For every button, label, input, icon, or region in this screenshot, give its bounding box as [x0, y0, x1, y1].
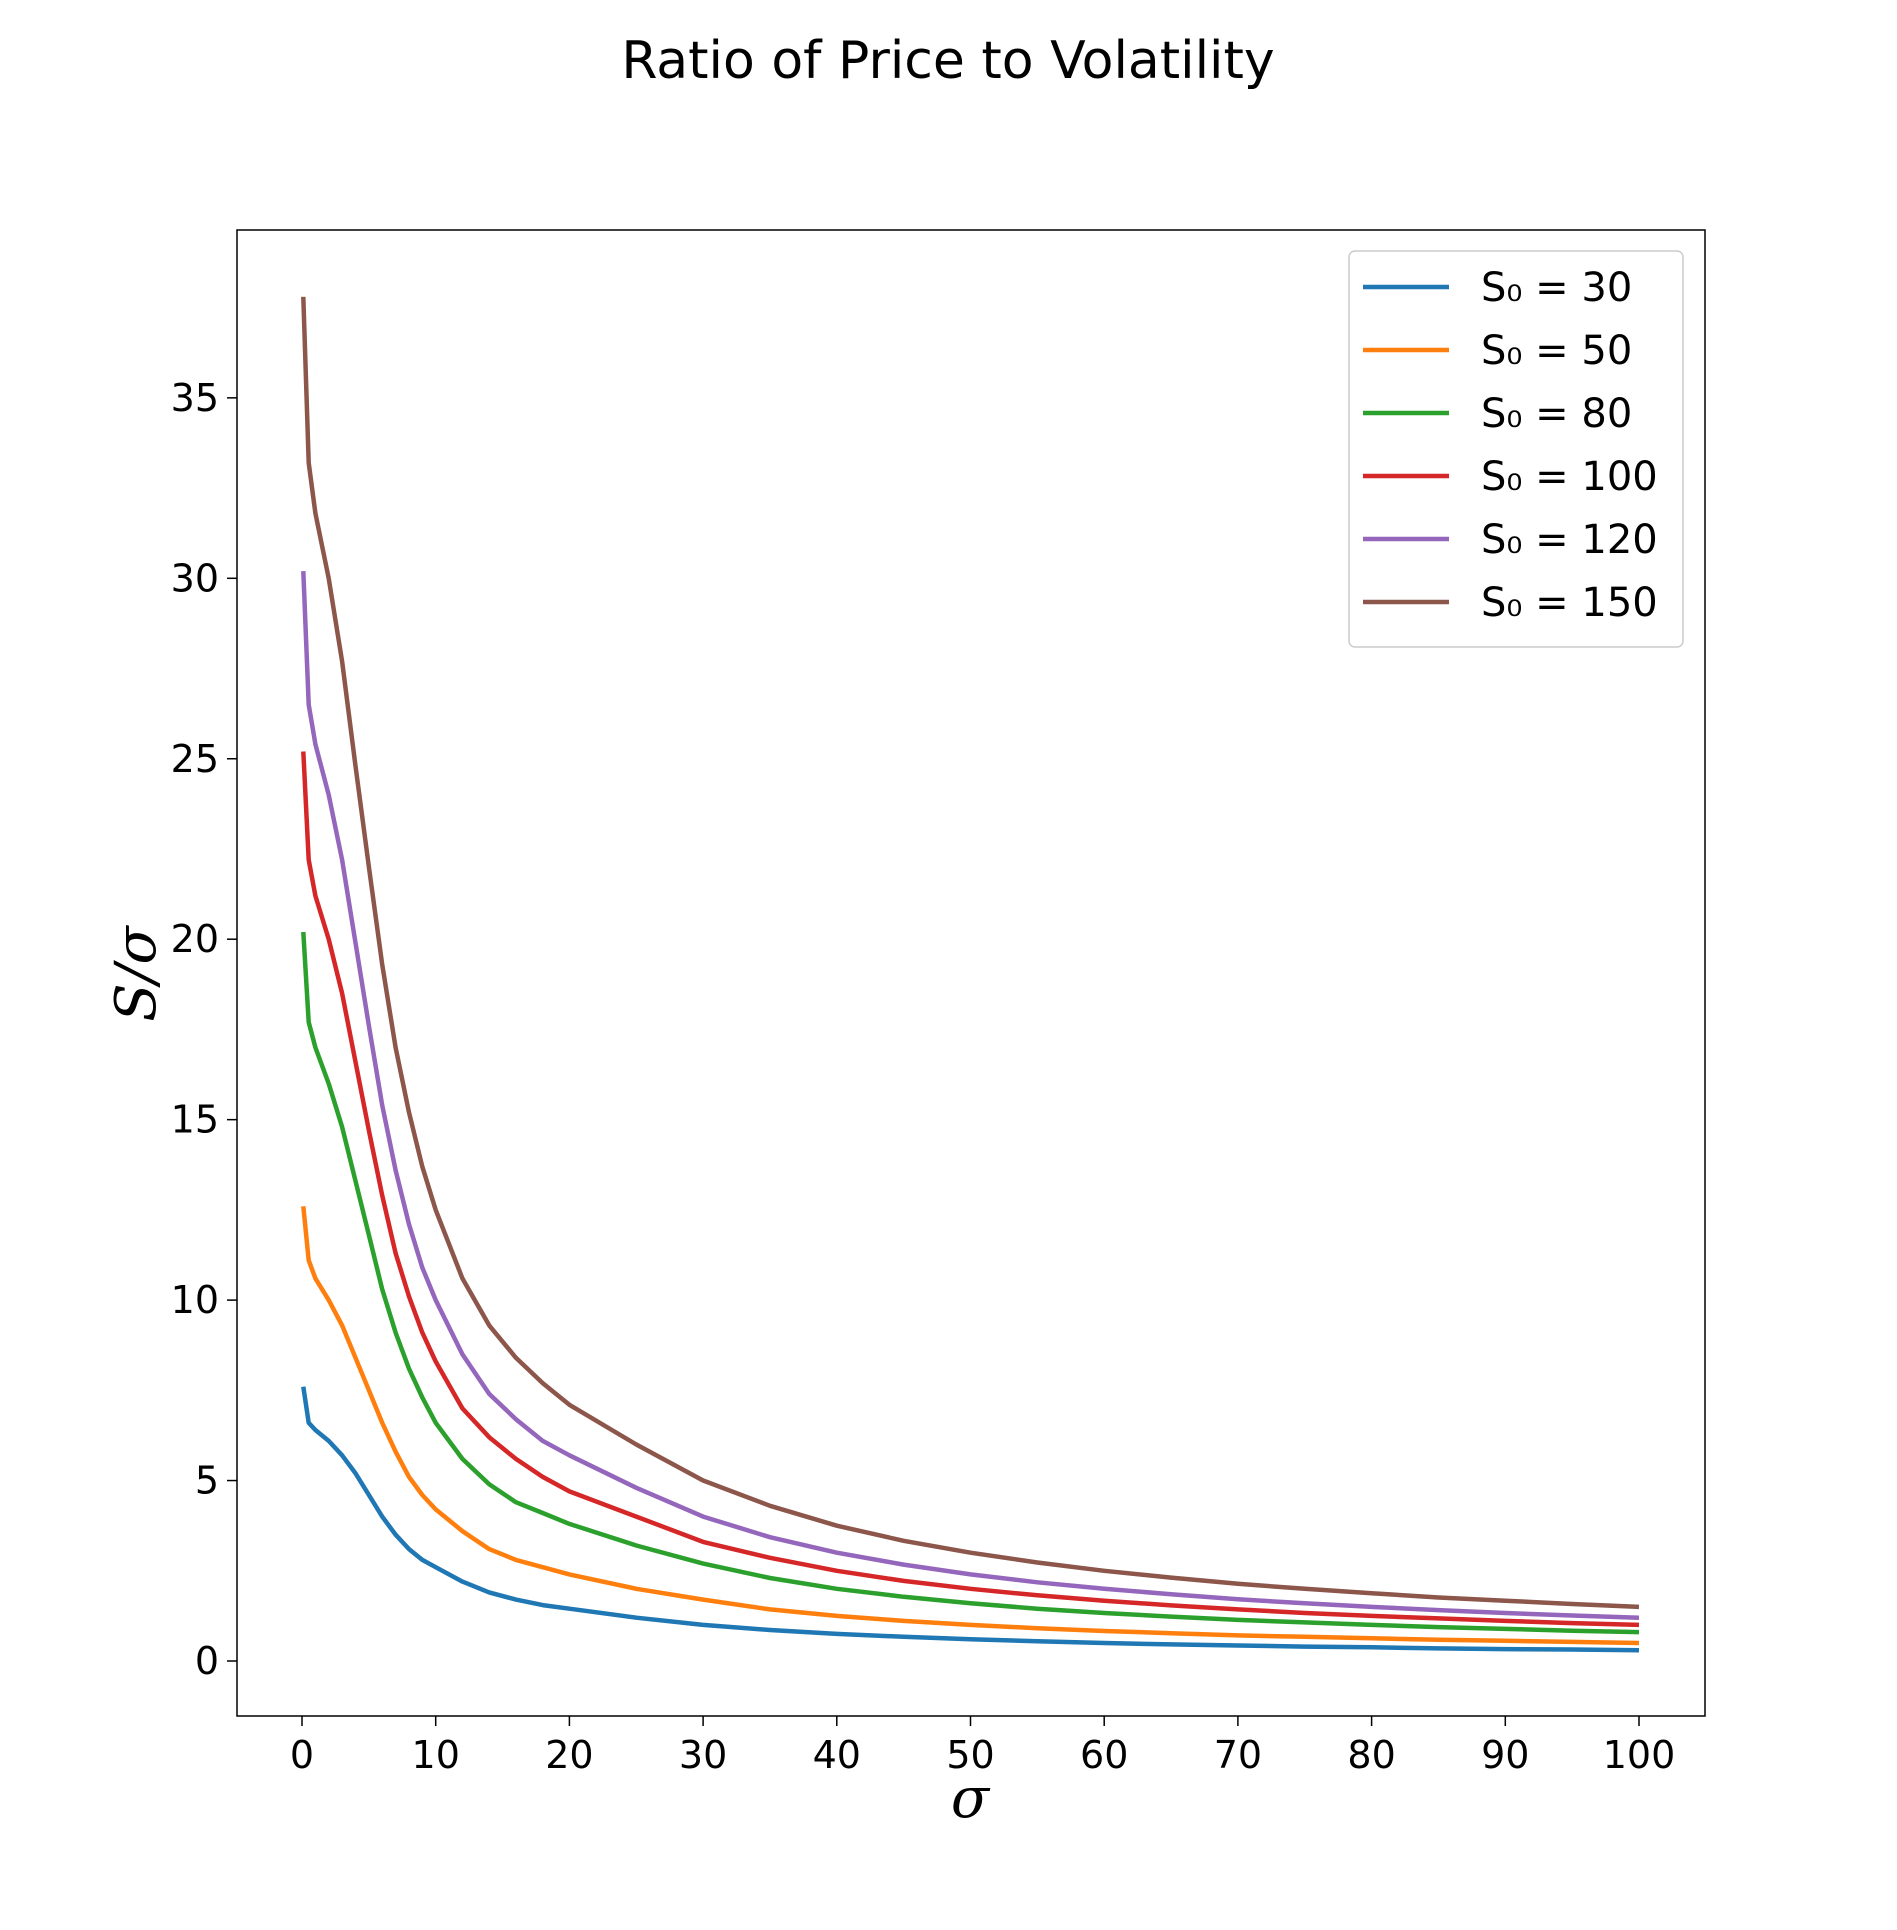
x-tick-label: 10 [412, 1733, 460, 1777]
series-lines [301, 296, 1640, 1653]
x-tick-label: 50 [946, 1733, 994, 1777]
y-tick-label: 25 [171, 737, 219, 781]
y-tick-label: 35 [171, 376, 219, 420]
series-line [301, 751, 1640, 1628]
x-axis: 0 10 20 30 40 50 60 70 80 90 100 [290, 1716, 1675, 1777]
x-tick-label: 40 [813, 1733, 861, 1777]
chart-title: Ratio of Price to Volatility [621, 31, 1274, 91]
y-axis: 0 5 10 15 20 25 30 35 [171, 376, 237, 1683]
y-tick-label: 10 [171, 1278, 219, 1322]
y-tick-label: 15 [171, 1098, 219, 1142]
x-tick-label: 20 [545, 1733, 593, 1777]
y-axis-label: S/σ [104, 925, 169, 1022]
legend-entry: S₀ = 150 [1481, 580, 1658, 626]
x-tick-label: 100 [1603, 1733, 1676, 1777]
y-tick-label: 0 [195, 1639, 219, 1683]
x-tick-label: 70 [1214, 1733, 1262, 1777]
x-tick-label: 30 [679, 1733, 727, 1777]
legend-entry: S₀ = 50 [1481, 328, 1632, 374]
series-line [301, 296, 1640, 1610]
legend-entry: S₀ = 120 [1481, 517, 1658, 563]
x-tick-label: 90 [1481, 1733, 1529, 1777]
series-line [301, 571, 1640, 1620]
series-line [301, 1386, 1640, 1653]
legend-entry: S₀ = 80 [1481, 391, 1632, 437]
x-tick-label: 0 [290, 1733, 314, 1777]
legend-entry: S₀ = 100 [1481, 454, 1658, 500]
y-tick-label: 20 [171, 917, 219, 961]
x-tick-label: 60 [1080, 1733, 1128, 1777]
legend-entry: S₀ = 30 [1481, 265, 1632, 311]
series-line [301, 931, 1640, 1635]
x-axis-label: σ [951, 1766, 991, 1831]
series-line [301, 1206, 1640, 1646]
y-tick-label: 5 [195, 1459, 219, 1503]
x-tick-label: 80 [1347, 1733, 1395, 1777]
legend: S₀ = 30 S₀ = 50 S₀ = 80 S₀ = 100 S₀ = 120 S₀ … [1348, 250, 1684, 648]
y-tick-label: 30 [171, 556, 219, 600]
